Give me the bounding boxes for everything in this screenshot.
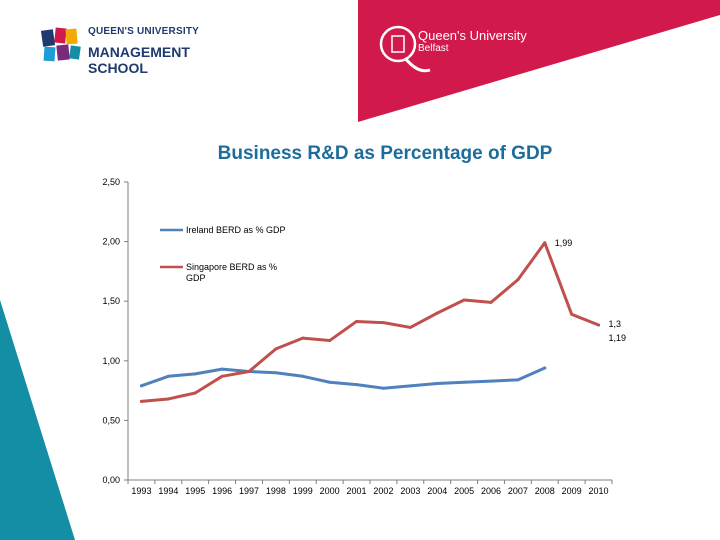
x-tick-label: 2000 [320, 486, 340, 496]
data-point [489, 379, 493, 383]
data-point [166, 397, 170, 401]
legend-label-ireland: Ireland BERD as % GDP [186, 225, 286, 235]
data-point [516, 378, 520, 382]
data-point [597, 323, 601, 327]
x-tick-label: 2008 [535, 486, 555, 496]
data-point [543, 241, 547, 245]
chart-title: Business R&D as Percentage of GDP [217, 143, 553, 164]
x-tick-label: 2002 [373, 486, 393, 496]
data-point [301, 374, 305, 378]
data-point [274, 371, 278, 375]
x-tick-label: 1994 [158, 486, 178, 496]
x-tick-label: 1993 [131, 486, 151, 496]
data-point [301, 336, 305, 340]
legend-label-singapore: Singapore BERD as % GDP [186, 262, 277, 283]
x-tick-label: 2005 [454, 486, 474, 496]
data-point [570, 312, 574, 316]
x-tick-label: 1997 [239, 486, 259, 496]
data-point [489, 300, 493, 304]
university-logo-line2: Belfast [418, 43, 449, 54]
university-logo-line1: Queen's University [418, 28, 527, 43]
y-tick-label: 1,00 [102, 356, 120, 366]
x-tick-label: 1998 [266, 486, 286, 496]
data-point [408, 384, 412, 388]
data-label: 1,99 [555, 238, 573, 248]
data-point [328, 339, 332, 343]
x-tick-label: 2001 [347, 486, 367, 496]
x-tick-label: 1999 [293, 486, 313, 496]
data-point [355, 319, 359, 323]
x-tick-label: 1996 [212, 486, 232, 496]
data-point [543, 366, 547, 370]
x-tick-label: 2010 [589, 486, 609, 496]
data-point [166, 374, 170, 378]
data-point [516, 278, 520, 282]
data-point [274, 347, 278, 351]
y-tick-label: 2,00 [102, 237, 120, 247]
management-school-logo-line3: SCHOOL [88, 60, 148, 76]
data-point [193, 391, 197, 395]
series-line-singapore [139, 241, 601, 403]
red-banner [358, 0, 720, 122]
series-line-ireland [139, 366, 547, 390]
data-point [355, 383, 359, 387]
x-tick-label: 2007 [508, 486, 528, 496]
management-school-logo-line1: QUEEN'S UNIVERSITY [88, 26, 199, 37]
data-point [220, 374, 224, 378]
data-point [462, 298, 466, 302]
queens-university-crest-icon [379, 25, 431, 73]
x-tick-label: 2004 [427, 486, 447, 496]
management-school-logo-line2: MANAGEMENT [88, 44, 190, 60]
y-tick-label: 0,00 [102, 475, 120, 485]
data-point [435, 311, 439, 315]
data-point [139, 399, 143, 403]
x-tick-label: 2009 [562, 486, 582, 496]
data-point [193, 372, 197, 376]
y-tick-label: 1,50 [102, 296, 120, 306]
x-tick-label: 1995 [185, 486, 205, 496]
data-point [408, 325, 412, 329]
teal-corner-shape [0, 300, 75, 540]
data-point [328, 380, 332, 384]
data-point [247, 370, 251, 374]
management-school-logo-icon [40, 27, 81, 62]
data-point [381, 321, 385, 325]
data-point [139, 384, 143, 388]
x-tick-label: 2003 [400, 486, 420, 496]
data-point [462, 380, 466, 384]
data-point [381, 386, 385, 390]
data-point [220, 367, 224, 371]
data-label: 1,3 [609, 319, 622, 329]
y-tick-label: 0,50 [102, 415, 120, 425]
x-tick-label: 2006 [481, 486, 501, 496]
data-point [435, 381, 439, 385]
y-tick-label: 2,50 [102, 177, 120, 187]
data-label: 1,19 [609, 333, 627, 343]
